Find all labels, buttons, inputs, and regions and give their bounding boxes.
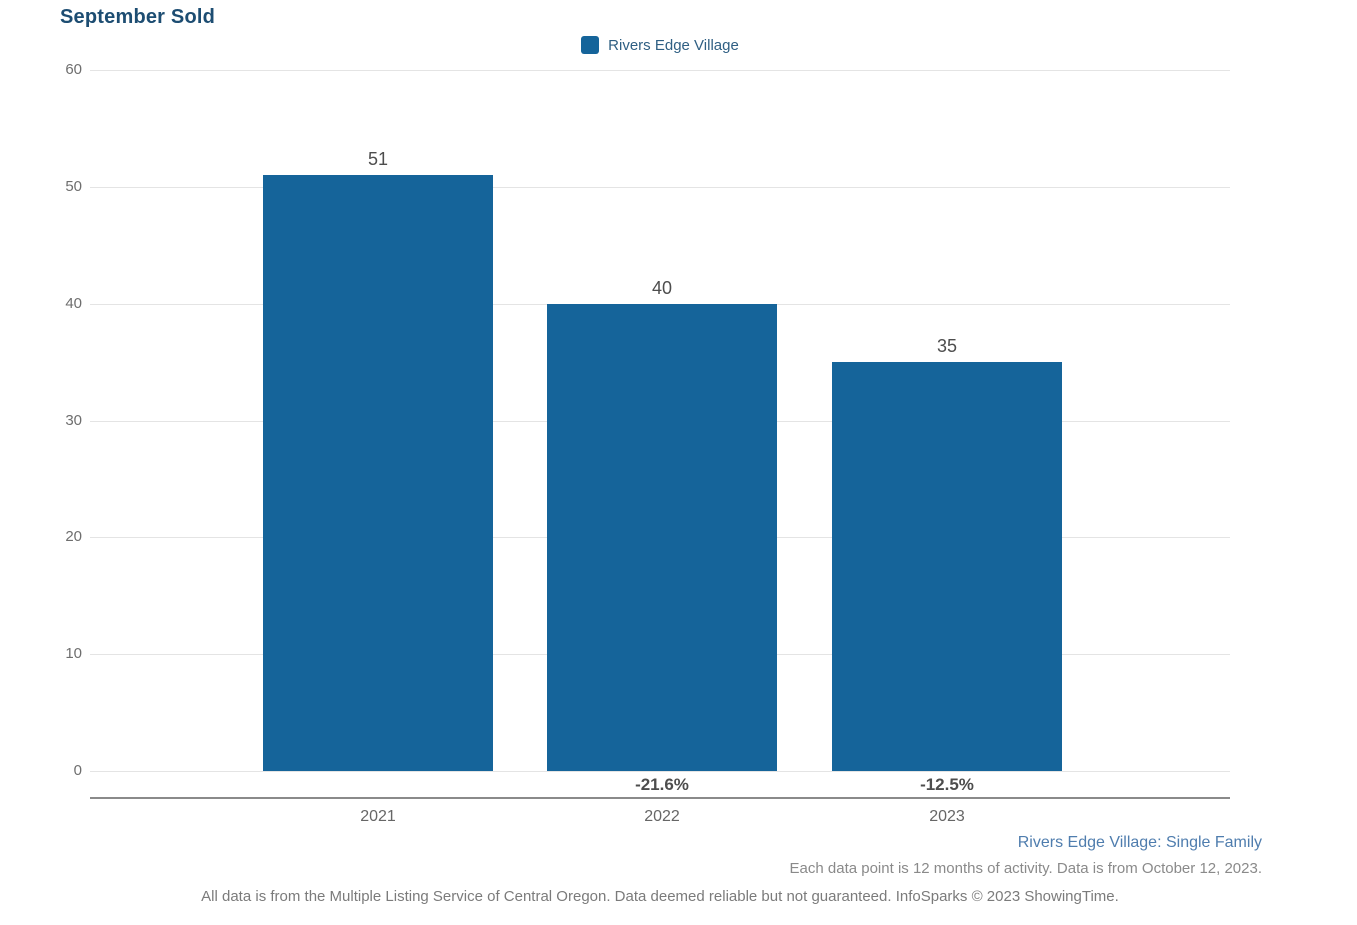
gridline-y-60 [90, 70, 1230, 71]
plot-area [90, 70, 1230, 772]
x-axis-tick-label-2021: 2021 [360, 808, 396, 825]
x-axis-tick-label-2022: 2022 [644, 808, 680, 825]
y-axis-tick-label: 50 [65, 177, 82, 195]
x-axis-tick-label-2023: 2023 [929, 808, 965, 825]
footer-data-note: Each data point is 12 months of activity… [789, 860, 1262, 877]
x-axis-line [90, 797, 1230, 799]
y-axis-tick-label: 60 [65, 61, 82, 78]
bar-2021[interactable] [263, 175, 493, 771]
y-axis-tick-label: 40 [65, 294, 82, 312]
footer-series-note: Rivers Edge Village: Single Family [1017, 834, 1262, 851]
legend-item[interactable]: Rivers Edge Village [90, 36, 1230, 54]
gridline-y-50 [90, 186, 1230, 188]
bar-value-label-2022: 40 [651, 277, 673, 298]
y-axis-tick-label: 20 [65, 528, 82, 546]
footer-disclaimer: All data is from the Multiple Listing Se… [201, 888, 1119, 905]
bar-value-label-2021: 51 [367, 149, 389, 170]
y-axis-tick-label: 10 [65, 645, 82, 663]
chart-title: September Sold [60, 6, 216, 28]
bar-2023[interactable] [832, 362, 1062, 771]
legend-swatch-icon [581, 36, 600, 54]
bar-value-label-2023: 35 [936, 336, 958, 357]
pct-change-label-2023: -12.5% [920, 775, 974, 794]
y-axis-tick-label: 0 [73, 762, 82, 779]
legend-label: Rivers Edge Village [608, 36, 739, 54]
pct-change-label-2022: -21.6% [635, 775, 689, 794]
gridline-y-0 [90, 771, 1230, 772]
bar-2022[interactable] [547, 303, 777, 771]
y-axis-tick-label: 30 [65, 411, 82, 429]
